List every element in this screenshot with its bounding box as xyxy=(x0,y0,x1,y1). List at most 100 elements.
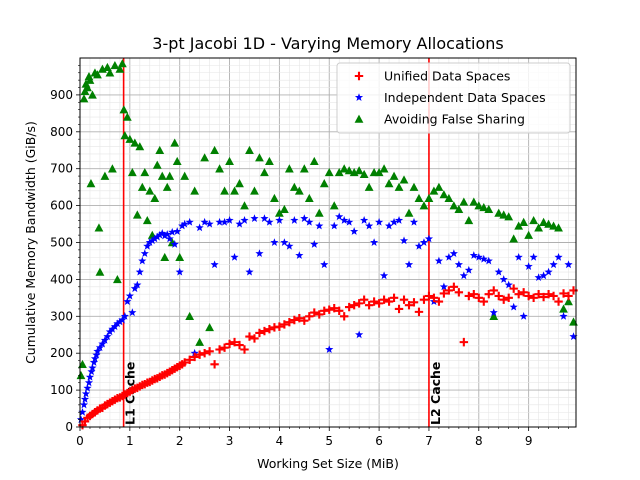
data-point xyxy=(569,286,578,295)
data-point xyxy=(409,217,419,226)
data-point xyxy=(160,231,169,240)
data-point xyxy=(464,215,474,225)
data-point xyxy=(359,169,369,178)
y-tick-label: 100 xyxy=(50,383,73,397)
data-point xyxy=(389,293,399,303)
data-point xyxy=(305,312,314,321)
data-point xyxy=(330,221,339,230)
data-point xyxy=(444,252,453,261)
data-point xyxy=(439,289,449,298)
data-point xyxy=(122,112,132,121)
data-point xyxy=(419,238,429,246)
data-point xyxy=(349,301,359,310)
data-point xyxy=(345,217,354,226)
data-point xyxy=(474,252,483,261)
data-point xyxy=(409,298,419,307)
data-point xyxy=(83,83,92,92)
data-point xyxy=(544,219,553,228)
data-point xyxy=(185,217,194,226)
data-point xyxy=(195,223,204,232)
data-point xyxy=(140,167,150,177)
data-point xyxy=(325,345,334,353)
data-point xyxy=(504,293,513,303)
data-point xyxy=(464,265,473,274)
data-point xyxy=(85,411,95,421)
data-point xyxy=(339,164,349,173)
data-point xyxy=(168,365,177,375)
y-tick-label: 300 xyxy=(50,309,73,323)
data-point xyxy=(152,160,162,169)
data-point xyxy=(112,275,122,284)
data-point xyxy=(544,267,553,276)
data-point xyxy=(94,223,104,232)
data-point xyxy=(519,217,529,226)
data-point xyxy=(215,217,224,226)
data-point xyxy=(105,398,115,407)
data-point xyxy=(429,186,439,195)
data-point xyxy=(320,260,329,269)
data-point xyxy=(484,289,493,299)
data-point xyxy=(340,312,349,321)
data-point xyxy=(165,234,174,243)
data-point xyxy=(310,308,319,317)
data-point xyxy=(250,214,259,222)
data-point xyxy=(177,360,187,369)
data-point xyxy=(370,238,379,246)
data-point xyxy=(534,273,543,282)
y-tick-label: 900 xyxy=(50,88,73,102)
data-point xyxy=(260,167,269,177)
data-point xyxy=(454,204,464,214)
data-point xyxy=(79,94,89,103)
data-point xyxy=(145,186,155,195)
data-point xyxy=(113,319,122,328)
data-point xyxy=(409,182,419,191)
data-point xyxy=(180,171,190,180)
legend-marker-triangle xyxy=(354,114,364,123)
data-point xyxy=(484,204,494,214)
data-point xyxy=(454,288,464,297)
data-point xyxy=(444,193,454,202)
data-point xyxy=(559,304,568,313)
data-point xyxy=(127,167,137,177)
data-point xyxy=(130,284,139,293)
data-point xyxy=(340,216,349,224)
data-point xyxy=(100,401,110,410)
data-point xyxy=(554,223,563,232)
data-point xyxy=(295,251,304,259)
data-point xyxy=(534,223,544,232)
data-point xyxy=(108,324,117,333)
data-point xyxy=(374,167,384,177)
data-point xyxy=(118,315,127,324)
data-point xyxy=(210,260,219,269)
data-point xyxy=(479,297,488,306)
data-point xyxy=(89,358,99,366)
data-point xyxy=(434,256,443,265)
data-point xyxy=(474,293,483,303)
x-tick-label: 4 xyxy=(276,434,284,448)
data-point xyxy=(469,251,478,259)
data-point xyxy=(215,345,224,354)
data-point xyxy=(280,238,289,246)
data-point xyxy=(180,219,189,228)
data-point xyxy=(305,217,314,226)
data-point xyxy=(133,280,142,289)
data-point xyxy=(142,215,152,225)
y-tick-label: 800 xyxy=(50,125,73,139)
data-point xyxy=(168,227,177,236)
x-tick-label: 5 xyxy=(325,434,333,448)
x-tick-label: 8 xyxy=(475,434,483,448)
data-point xyxy=(265,217,274,226)
data-point xyxy=(300,214,309,222)
data-point xyxy=(220,343,229,352)
data-point xyxy=(280,320,289,329)
data-point xyxy=(235,179,244,188)
data-point xyxy=(554,297,563,306)
data-point xyxy=(119,105,129,114)
data-point xyxy=(93,347,102,355)
legend-label: Unified Data Spaces xyxy=(384,69,510,84)
data-point xyxy=(240,345,249,354)
data-point xyxy=(399,175,409,184)
data-point xyxy=(163,230,172,238)
data-point xyxy=(172,156,182,166)
data-point xyxy=(459,271,468,280)
